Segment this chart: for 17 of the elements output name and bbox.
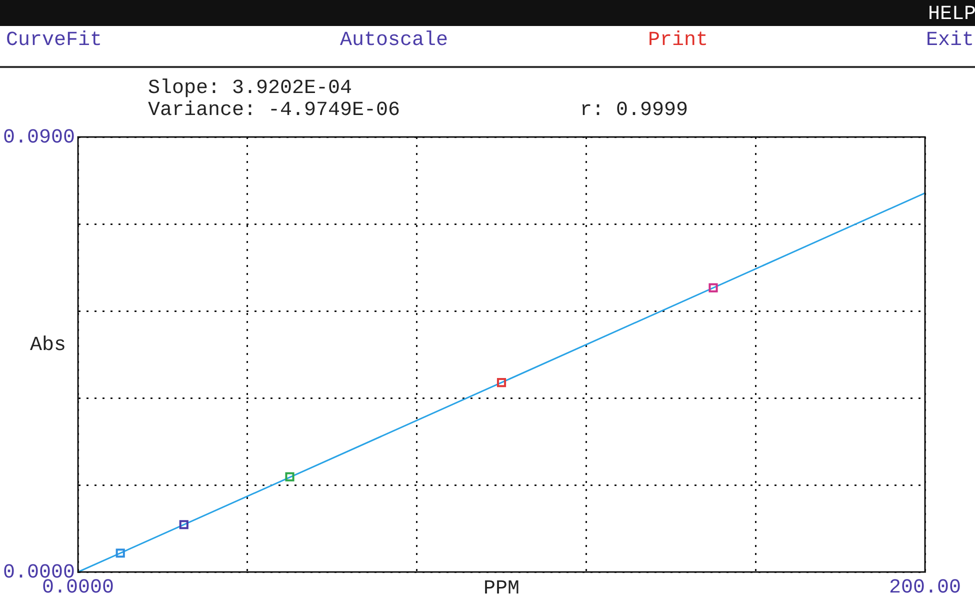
text: Exit	[926, 29, 974, 52]
text: CurveFit	[6, 29, 102, 52]
y-tick-label: 0.0900	[2, 126, 76, 150]
point	[708, 283, 718, 292]
point	[496, 378, 506, 388]
text: Print	[648, 29, 708, 52]
x-axis-title: PPM	[484, 577, 520, 600]
point	[285, 472, 294, 482]
text: Autoscale	[340, 29, 448, 52]
point	[179, 520, 188, 530]
text: HELP	[928, 3, 975, 26]
x-tick-label: 200.00	[888, 576, 962, 600]
text: Variance: -4.9749E-06	[148, 99, 400, 122]
text: Slope: 3.9202E-04	[148, 77, 352, 100]
point	[116, 548, 125, 558]
text: r: 0.9999	[580, 99, 688, 122]
y-axis-title: Abs	[30, 334, 66, 357]
